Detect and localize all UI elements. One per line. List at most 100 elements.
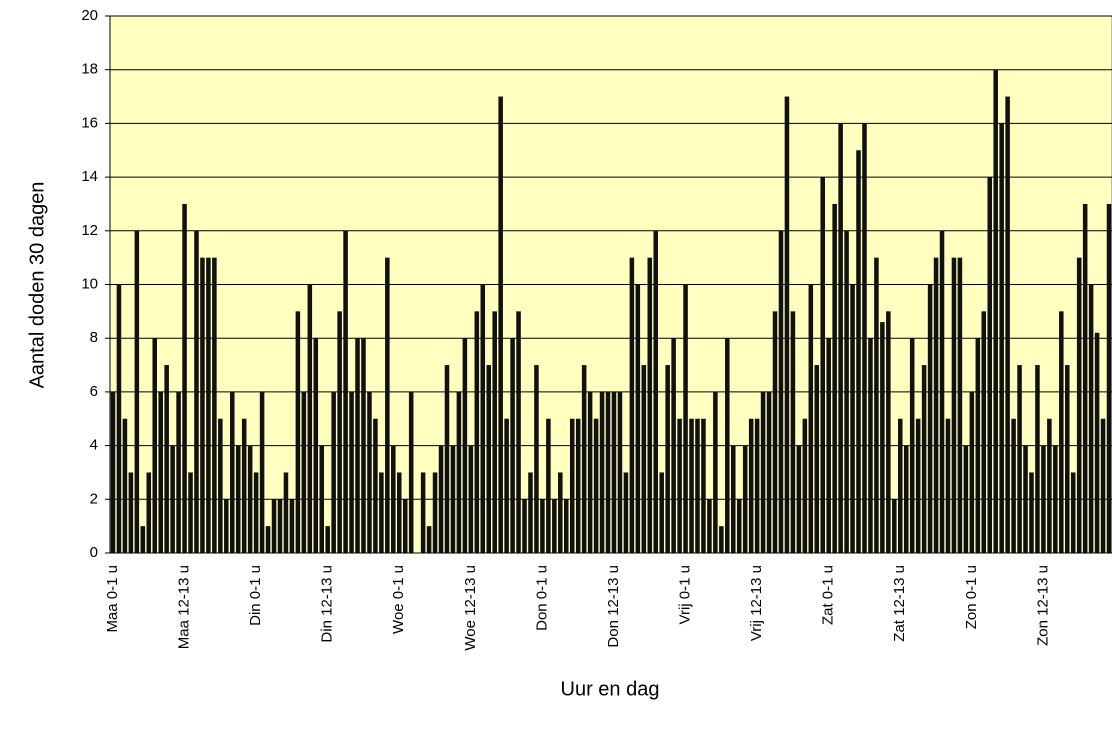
bar [182,203,187,553]
bar [987,177,992,553]
bar [915,418,921,553]
bar [742,445,748,553]
bar [850,284,855,553]
x-tick-label: Vrij 12-13 u [748,565,765,641]
bar [200,257,205,553]
bar [748,418,754,553]
bar [892,499,897,553]
x-tick-label: Woe 12-13 u [462,565,479,651]
bar [593,418,599,553]
bar [373,418,378,553]
bar [838,123,843,554]
bar [1017,365,1022,553]
bar [140,526,146,553]
bar [1047,418,1052,553]
bar [367,391,372,553]
bar [504,418,509,553]
bar [397,472,402,553]
bar [808,284,814,553]
bar [343,230,348,554]
bar [432,472,438,553]
bar [623,472,629,553]
y-tick-label: 8 [90,329,98,346]
bar [731,445,736,553]
bar [581,365,587,553]
bar [1023,445,1028,553]
bar [832,203,837,553]
bar [224,499,229,553]
bar [909,338,915,553]
bar [552,499,557,553]
bar [450,445,456,553]
bar [796,445,802,553]
bar [725,338,730,553]
bar [1088,284,1094,553]
bar [999,123,1004,554]
bar [122,418,128,553]
bar [247,445,253,553]
bar [462,338,468,553]
bar [665,365,670,553]
bar [528,472,533,553]
bar [647,257,653,553]
bar [1041,445,1046,553]
x-axis-title: Uur en dag [561,678,660,700]
x-tick-label: Maa 12-13 u [176,565,193,649]
y-tick-label: 20 [81,7,98,24]
y-tick-label: 6 [90,383,98,400]
bar [498,96,503,554]
x-tick-label: Maa 0-1 u [104,565,121,633]
bar [707,499,712,553]
y-tick-label: 16 [81,114,98,131]
bar [880,322,885,553]
bar [611,391,617,553]
bar [307,284,313,553]
bar [265,526,271,553]
bar [128,472,134,553]
bar [945,418,951,553]
bar [152,338,157,553]
bar [784,96,790,554]
bar [868,338,873,553]
bar [188,472,193,553]
bar [355,338,360,553]
bar [546,418,551,553]
x-tick-label: Woe 0-1 u [390,565,407,634]
bar [1094,332,1100,553]
y-tick-label: 14 [81,168,98,185]
bar [927,284,933,553]
x-tick-label: Zon 12-13 u [1034,565,1051,646]
bar [116,284,122,553]
bar [617,391,623,553]
bar [391,445,396,553]
bar [641,365,647,553]
x-tick-label: Din 12-13 u [319,565,336,643]
bar [862,123,867,554]
x-tick-label: Zon 0-1 u [963,565,980,629]
bar [605,391,611,553]
bar [206,257,211,553]
bar [510,338,515,553]
bar [331,391,336,553]
bar [1011,418,1016,553]
bar [671,338,676,553]
bar [349,391,354,553]
bar [772,311,778,553]
bar [951,257,957,553]
bar [235,445,241,553]
bar [146,472,152,553]
bar [230,391,235,553]
bar [790,311,796,553]
bar [522,499,527,553]
bar [689,418,694,553]
bar [802,418,808,553]
bar [259,391,265,553]
bar [981,311,987,553]
bar [826,338,831,553]
bar [164,365,169,553]
y-tick-label: 4 [90,437,98,454]
bar [540,499,545,553]
bar [933,257,939,553]
bar [241,418,247,553]
bar [736,499,742,553]
